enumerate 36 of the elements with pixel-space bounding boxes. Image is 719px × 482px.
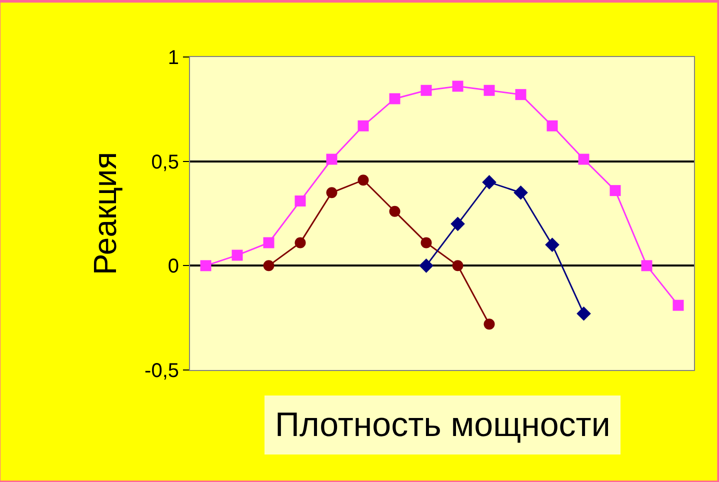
point: [263, 260, 274, 272]
point: [450, 216, 465, 232]
point: [326, 187, 338, 198]
point: [420, 84, 432, 96]
point: [546, 120, 558, 132]
point: [452, 260, 464, 272]
x-axis-title: Плотность мощности: [275, 406, 610, 444]
point: [389, 206, 400, 217]
point: [232, 250, 243, 261]
point: [419, 258, 434, 273]
point: [610, 185, 621, 196]
point: [420, 237, 432, 248]
point: [576, 306, 591, 321]
point: [200, 260, 212, 272]
point: [358, 174, 369, 186]
y-tick-label: -0,5: [144, 360, 179, 382]
point: [672, 300, 684, 311]
point: [514, 185, 528, 200]
point: [263, 237, 274, 248]
point: [641, 260, 652, 272]
point: [326, 154, 338, 165]
y-axis-title: Реакция: [86, 152, 123, 276]
point: [482, 175, 496, 190]
point: [578, 154, 590, 165]
y-tick-label: 1: [168, 47, 179, 69]
point: [452, 80, 464, 92]
y-tick-label: 0: [168, 256, 179, 278]
point: [358, 120, 369, 132]
point: [294, 195, 306, 206]
point: [294, 237, 306, 248]
point: [484, 84, 495, 96]
point: [484, 318, 495, 330]
point: [515, 89, 526, 100]
point: [389, 93, 400, 104]
y-tick-label: 0,5: [151, 151, 179, 174]
point: [545, 238, 560, 252]
